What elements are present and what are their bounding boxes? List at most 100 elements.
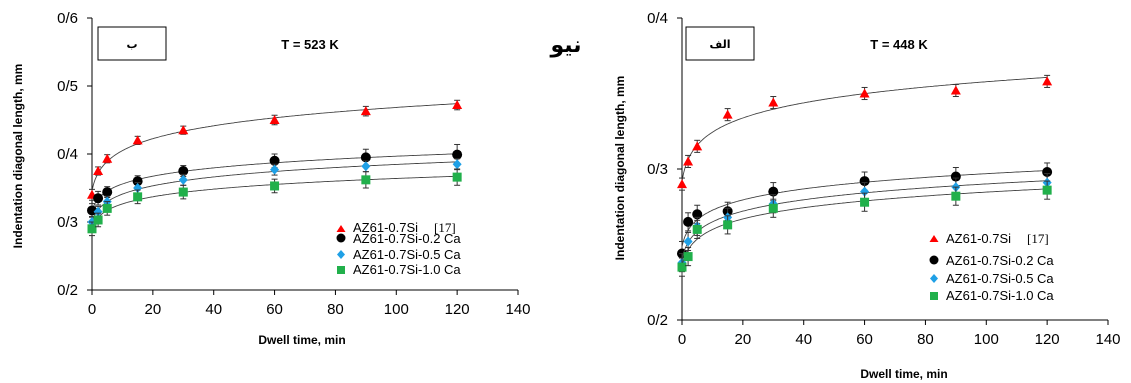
data-point-circle	[692, 209, 703, 220]
data-point-triangle	[452, 100, 463, 110]
data-point-triangle	[859, 88, 870, 98]
x-tick-label: 0	[88, 301, 96, 318]
panel-tag-box	[685, 26, 755, 61]
legend-marker-circle	[336, 233, 346, 243]
legend-entry-az61-0.7si-1.0ca: AZ61-0.7Si-1.0 Ca	[930, 288, 1054, 303]
x-tick-label: 40	[205, 301, 222, 318]
legend-entry-az61-0.7si-1.0ca: AZ61-0.7Si-1.0 Ca	[337, 262, 461, 277]
y-tick-label: 0/3	[57, 214, 78, 231]
data-point-square	[361, 175, 371, 185]
data-point-triangle	[683, 156, 694, 166]
legend-entry-az61-0.7si-0.2ca: AZ61-0.7Si-0.2 Ca	[929, 253, 1054, 268]
x-tick-label: 120	[445, 301, 470, 318]
y-axis-title: Indentation diagonal length, mm	[613, 76, 627, 261]
legend-marker-diamond	[930, 274, 938, 283]
x-tick-label: 120	[1035, 331, 1060, 348]
data-point-square	[860, 197, 870, 207]
axes: 0 20 40 60 80 100 120 140 0/2 0/3 0/4 0/5 0/6	[57, 10, 530, 318]
legend-label: AZ61-0.7Si-1.0 Ca	[353, 262, 461, 277]
data-point-square	[93, 215, 103, 225]
x-tick-label: 140	[1095, 331, 1120, 348]
x-tick-label: 60	[266, 301, 283, 318]
data-point-square	[133, 192, 143, 202]
temperature-annotation: T = 523 K	[281, 37, 339, 52]
data-point-circle	[1042, 167, 1053, 178]
x-axis-title: Dwell time, min	[258, 333, 345, 347]
data-point-diamond	[270, 164, 280, 175]
data-point-diamond	[683, 236, 693, 247]
data-point-triangle	[93, 166, 104, 175]
legend-marker-triangle	[336, 225, 346, 232]
legend: AZ61-0.7Si [17] AZ61-0.7Si-0.2 Ca AZ61-0…	[336, 220, 461, 277]
temperature-annotation: T = 448 K	[870, 37, 928, 52]
data-point-diamond	[178, 174, 188, 185]
data-point-diamond	[452, 159, 462, 170]
legend-entry-az61-0.7si: AZ61-0.7Si [17]	[336, 220, 456, 235]
legend-entry-az61-0.7si-0.5ca: AZ61-0.7Si-0.5 Ca	[930, 271, 1054, 286]
data-point-triangle	[677, 179, 687, 189]
legend: AZ61-0.7Si [17] AZ61-0.7Si-0.2 Ca AZ61-0…	[929, 231, 1054, 303]
data-point-circle	[87, 205, 97, 216]
data-point-square	[102, 203, 112, 213]
legend-marker-square	[337, 266, 345, 274]
data-point-circle	[683, 216, 694, 227]
data-point-triangle	[722, 109, 733, 119]
data-point-square	[683, 252, 693, 262]
y-axis-title: Indentation diagonal length, mm	[11, 64, 25, 249]
data-point-square	[87, 224, 97, 234]
data-point-circle	[93, 193, 104, 204]
corner-text: نیو	[549, 33, 581, 58]
legend-label: AZ61-0.7Si-0.2 Ca	[353, 231, 461, 246]
data-point-square	[270, 181, 280, 191]
data-point-circle	[269, 155, 280, 166]
y-tick-label: 0/3	[647, 161, 668, 178]
y-tick-label: 0/4	[647, 10, 668, 27]
data-point-square	[1042, 185, 1052, 195]
x-tick-label: 80	[327, 301, 344, 318]
legend-entry-az61-0.7si-0.5ca: AZ61-0.7Si-0.5 Ca	[337, 247, 461, 262]
legend-reference: [17]	[434, 220, 456, 235]
data-point-square	[692, 224, 702, 234]
data-point-triangle	[768, 97, 779, 107]
x-tick-label: 20	[145, 301, 162, 318]
data-point-diamond	[860, 186, 870, 197]
data-point-triangle	[1042, 76, 1053, 86]
legend-label: AZ61-0.7Si	[946, 231, 1011, 246]
data-series	[87, 143, 463, 218]
legend-reference: [17]	[1027, 231, 1049, 246]
y-tick-label: 0/6	[57, 10, 78, 27]
data-point-square	[178, 187, 188, 197]
data-point-square	[951, 191, 961, 201]
chart-panel-523k: ب T = 523 K Dwell time, min Indentation …	[11, 10, 531, 347]
data-point-square	[677, 262, 687, 272]
data-point-circle	[950, 171, 961, 182]
panel-tag-label: ب	[126, 38, 137, 51]
data-point-circle	[859, 176, 870, 187]
x-tick-label: 60	[856, 331, 873, 348]
data-point-square	[723, 220, 733, 230]
legend-label: AZ61-0.7Si	[353, 220, 418, 235]
data-point-square	[452, 172, 462, 182]
data-point-triangle	[269, 115, 280, 124]
panel-tag-label: الف	[709, 38, 730, 51]
chart-panel-448k: الف T = 448 K Dwell time, min Indentatio…	[613, 10, 1121, 381]
panel-tag-box	[97, 26, 167, 61]
data-point-diamond	[93, 206, 103, 217]
y-tick-label: 0/4	[57, 146, 78, 163]
legend-entry-az61-0.7si-0.2ca: AZ61-0.7Si-0.2 Ca	[336, 231, 461, 246]
x-tick-label: 0	[678, 331, 686, 348]
data-point-square	[768, 203, 778, 213]
legend-label: AZ61-0.7Si-0.5 Ca	[353, 247, 461, 262]
legend-entry-az61-0.7si: AZ61-0.7Si [17]	[929, 231, 1049, 246]
y-tick-label: 0/5	[57, 78, 78, 95]
data-point-triangle	[950, 85, 961, 95]
x-tick-label: 140	[505, 301, 530, 318]
data-point-circle	[132, 176, 143, 187]
data-point-circle	[102, 187, 113, 198]
x-tick-label: 100	[384, 301, 409, 318]
y-tick-label: 0/2	[647, 312, 668, 329]
x-axis-title: Dwell time, min	[860, 367, 947, 381]
data-point-triangle	[102, 153, 113, 163]
x-tick-label: 80	[917, 331, 934, 348]
